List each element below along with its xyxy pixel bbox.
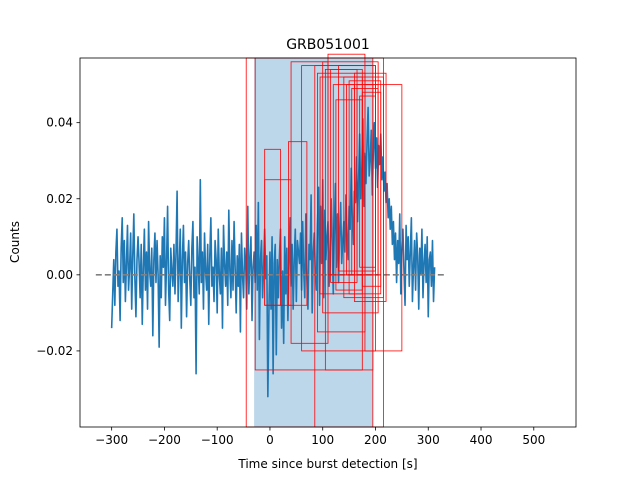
detection-box <box>364 84 403 352</box>
chart-title: GRB051001 <box>286 37 370 53</box>
x-tick-label: −200 <box>148 433 181 447</box>
x-tick-label: 200 <box>364 433 387 447</box>
detection-box <box>343 76 384 299</box>
x-tick-label: 0 <box>266 433 274 447</box>
axes-frame <box>79 57 577 428</box>
axes: −300 −200 −100 0 100 200 300 400 500 −0.02 0.00 0.0… <box>36 53 577 447</box>
detection-box <box>359 95 376 268</box>
y-tick-label: 0.04 <box>46 116 73 130</box>
x-tick-label: 100 <box>311 433 334 447</box>
detection-box <box>288 141 308 306</box>
y-tick-label: −0.02 <box>36 344 73 358</box>
x-axis-label: Time since burst detection [s] <box>237 457 417 471</box>
detection-box <box>353 72 387 302</box>
y-axis-label: Counts <box>8 221 22 263</box>
x-tick-label: −300 <box>95 433 128 447</box>
x-tick-label: −100 <box>201 433 234 447</box>
x-tick-label: 500 <box>522 433 545 447</box>
y-tick-label: 0.02 <box>46 192 73 206</box>
x-tick-label: 300 <box>417 433 440 447</box>
plot-area <box>95 58 445 427</box>
detection-box <box>361 91 382 287</box>
y-tick-label: 0.00 <box>46 268 73 282</box>
x-tick-label: 400 <box>470 433 493 447</box>
